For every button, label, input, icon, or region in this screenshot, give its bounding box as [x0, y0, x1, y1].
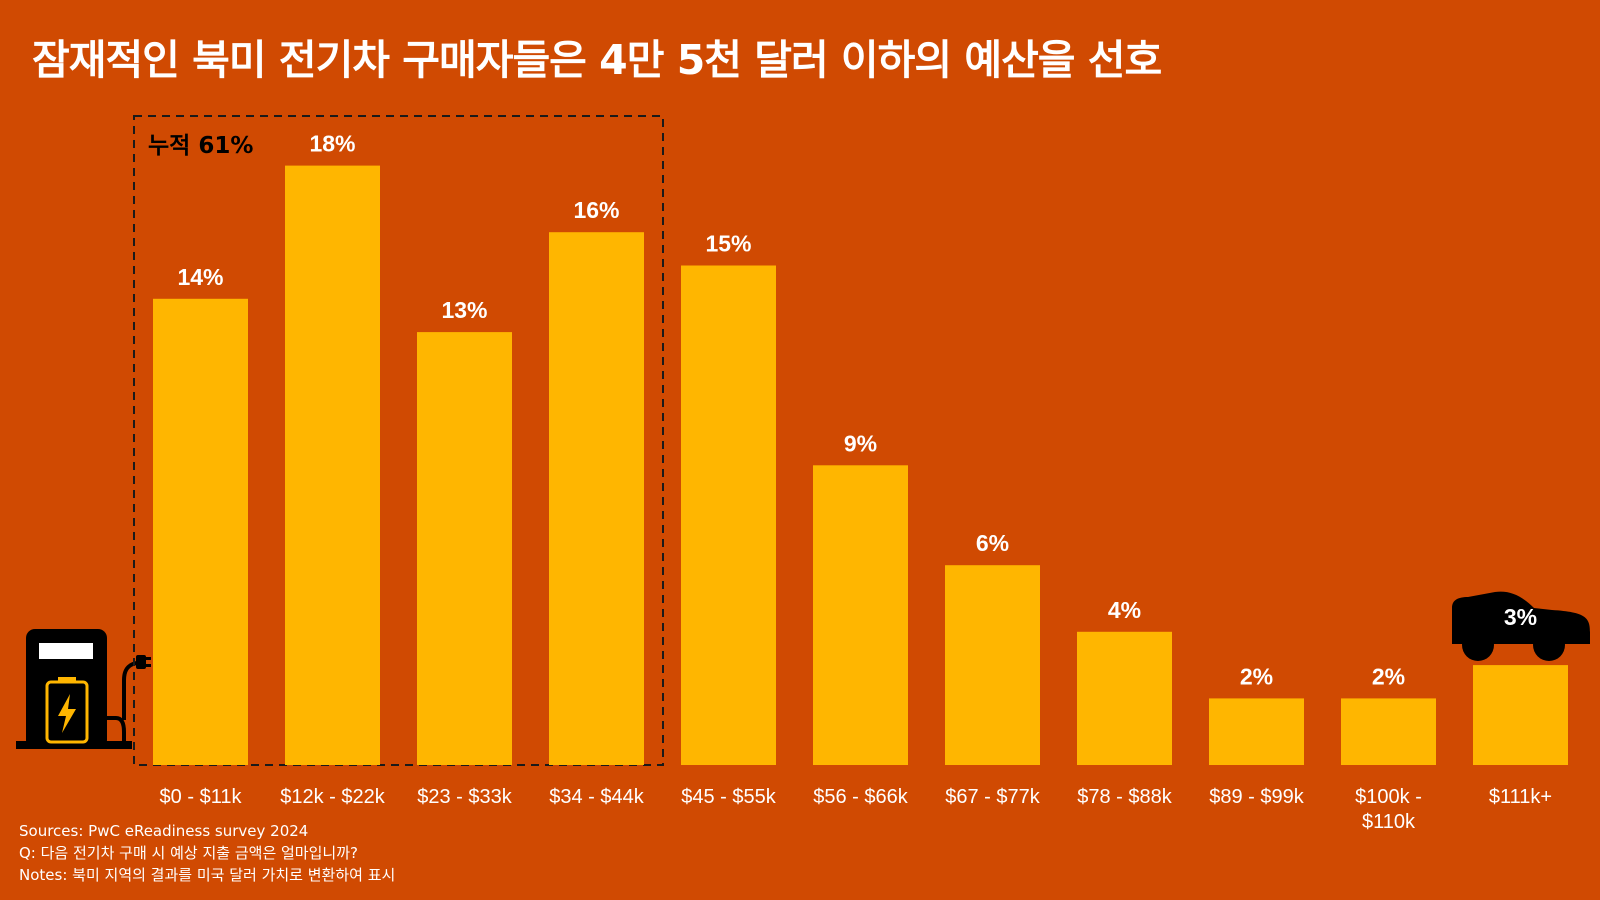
value-label-6: 6% — [976, 530, 1009, 556]
category-label-6: $67 - $77k — [945, 786, 1041, 808]
value-label-8: 2% — [1240, 663, 1273, 689]
category-label-2: $23 - $33k — [417, 786, 513, 808]
value-label-2: 13% — [441, 297, 487, 323]
category-label-9-line-0: $100k - — [1355, 786, 1422, 808]
bar-10 — [1473, 665, 1568, 765]
bar-7 — [1077, 631, 1172, 765]
value-label-1: 18% — [309, 131, 355, 157]
cumulative-label: 누적 61% — [148, 133, 253, 159]
cumulative-highlight-box — [133, 115, 664, 766]
category-label-9-line-1: $110k — [1362, 811, 1416, 833]
value-label-7: 4% — [1108, 597, 1141, 623]
value-label-5: 9% — [844, 430, 877, 456]
category-label-0: $0 - $11k — [160, 786, 243, 808]
chart-title: 잠재적인 북미 전기차 구매자들은 4만 5천 달러 이하의 예산을 선호 — [32, 36, 1162, 84]
bar-2 — [417, 332, 512, 765]
footnotes: Sources: PwC eReadiness survey 2024 Q: 다… — [19, 820, 395, 886]
category-label-5: $56 - $66k — [813, 786, 909, 808]
bar-1 — [285, 165, 380, 766]
sources-note: Sources: PwC eReadiness survey 2024 — [19, 822, 309, 840]
bar-4 — [681, 265, 776, 765]
value-label-10: 3% — [1504, 604, 1537, 630]
ev-charger-icon — [16, 629, 151, 749]
category-label-3: $34 - $44k — [549, 786, 645, 808]
notes-note: Notes: 북미 지역의 결과를 미국 달러 가치로 변환하여 표시 — [19, 866, 396, 884]
bar-3 — [549, 232, 644, 765]
value-label-4: 15% — [705, 231, 751, 257]
category-label-7: $78 - $88k — [1077, 786, 1173, 808]
value-label-0: 14% — [177, 264, 223, 290]
bar-0 — [153, 298, 248, 765]
category-label-8: $89 - $99k — [1209, 786, 1305, 808]
value-label-9: 2% — [1372, 663, 1405, 689]
bar-9 — [1341, 698, 1436, 765]
bar-6 — [945, 565, 1040, 765]
category-label-1: $12k - $22k — [280, 786, 386, 808]
category-label-4: $45 - $55k — [681, 786, 777, 808]
category-label-10: $111k+ — [1489, 786, 1552, 808]
bar-8 — [1209, 698, 1304, 765]
question-note: Q: 다음 전기차 구매 시 예상 지출 금액은 얼마입니까? — [19, 844, 358, 862]
bar-5 — [813, 465, 908, 765]
value-label-3: 16% — [573, 197, 619, 223]
car-icon — [1452, 591, 1590, 661]
